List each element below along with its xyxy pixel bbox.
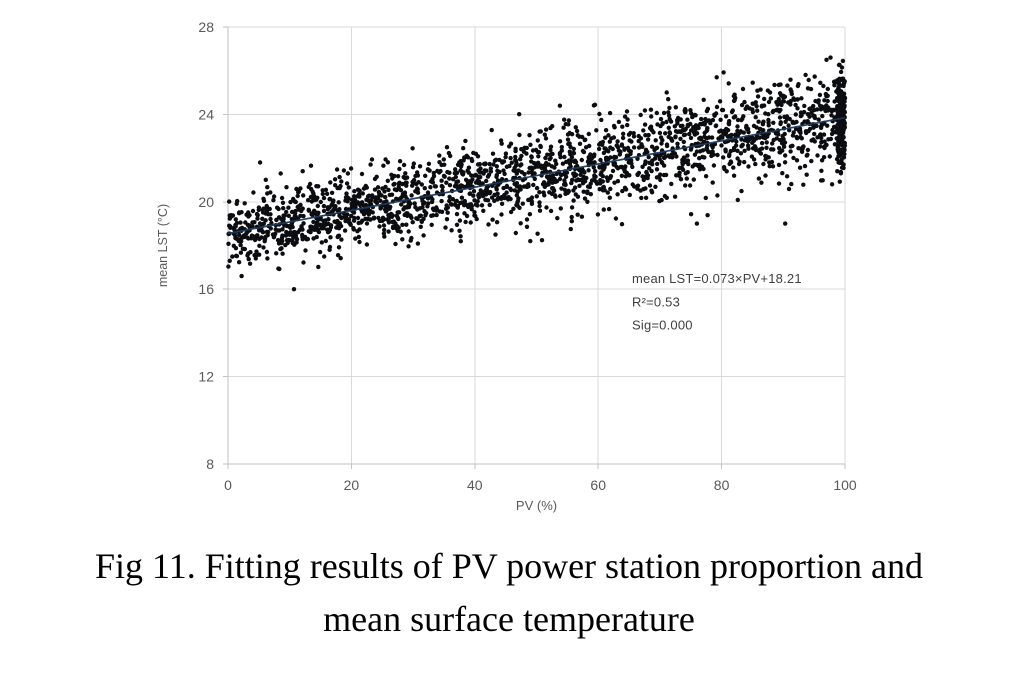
scatter-points — [226, 55, 848, 292]
data-point — [528, 238, 533, 244]
fit-annotation: mean LST=0.073×PV+18.21 R²=0.53 Sig=0.000 — [632, 271, 802, 333]
data-point — [300, 169, 305, 174]
y-tick-label: 12 — [198, 369, 214, 385]
data-point — [694, 221, 700, 226]
data-point — [557, 103, 563, 108]
scatter-plot-svg: 0 20 40 60 80 100 8 12 16 20 24 28 PV (%) mean LST (°… — [156, 19, 857, 513]
data-point — [824, 57, 829, 62]
x-tick-label: 0 — [224, 477, 232, 493]
x-tick-label: 60 — [590, 477, 606, 493]
y-tick-label: 24 — [198, 106, 214, 122]
fit-annotation-line: R²=0.53 — [632, 294, 680, 309]
y-tick-label: 16 — [198, 281, 214, 297]
y-tick-label: 20 — [198, 194, 214, 210]
gridlines — [227, 26, 846, 465]
x-tick-label: 20 — [344, 477, 360, 493]
data-point — [444, 145, 450, 150]
fit-annotation-line: mean LST=0.073×PV+18.21 — [632, 271, 802, 286]
figure-caption: Fig 11. Fitting results of PV power stat… — [0, 540, 1018, 646]
data-point — [569, 214, 574, 220]
y-tick-label: 28 — [198, 19, 214, 35]
scatter-chart: 0 20 40 60 80 100 8 12 16 20 24 28 PV (%) mean LST (°… — [156, 19, 857, 513]
data-point — [257, 160, 263, 165]
data-point — [783, 221, 788, 226]
tick-labels: 0 20 40 60 80 100 8 12 16 20 24 28 — [198, 19, 856, 493]
x-tick-label: 40 — [467, 477, 483, 493]
data-point — [239, 273, 244, 279]
caption-line-1: Fig 11. Fitting results of PV power stat… — [95, 546, 923, 586]
axes — [223, 26, 846, 469]
data-point — [291, 287, 297, 292]
fit-annotation-line: Sig=0.000 — [632, 318, 693, 333]
y-tick-label: 8 — [206, 456, 214, 472]
caption-line-2: mean surface temperature — [323, 599, 695, 639]
x-tick-label: 100 — [833, 477, 857, 493]
x-axis-title: PV (%) — [516, 498, 557, 513]
y-axis-title: mean LST (°C) — [156, 204, 170, 287]
trend-line — [227, 116, 846, 235]
x-tick-label: 80 — [714, 477, 730, 493]
